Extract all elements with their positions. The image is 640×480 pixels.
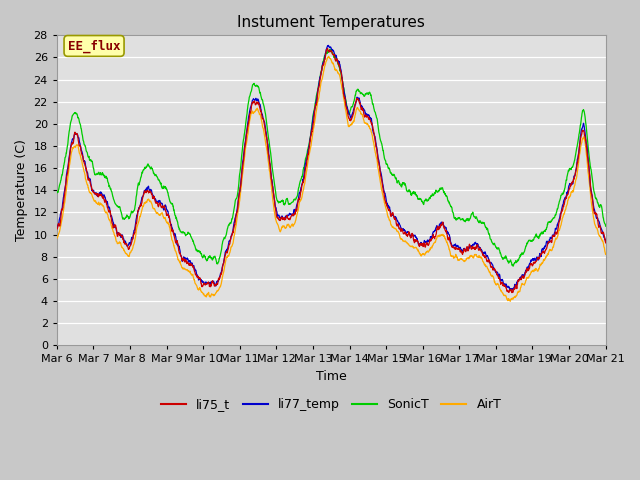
Line: AirT: AirT bbox=[57, 56, 605, 301]
AirT bbox=[586, 185, 594, 191]
li75_t bbox=[305, 145, 313, 151]
SonicT bbox=[586, 160, 594, 166]
AirT bbox=[320, 68, 328, 74]
li75_t bbox=[485, 258, 493, 264]
X-axis label: Time: Time bbox=[316, 370, 347, 383]
SonicT bbox=[602, 223, 609, 229]
SonicT bbox=[320, 57, 328, 63]
li77_temp bbox=[586, 178, 594, 183]
SonicT bbox=[485, 231, 493, 237]
li75_t bbox=[324, 46, 332, 51]
AirT bbox=[324, 53, 332, 59]
SonicT bbox=[586, 163, 594, 169]
Legend: li75_t, li77_temp, SonicT, AirT: li75_t, li77_temp, SonicT, AirT bbox=[156, 394, 506, 417]
SonicT bbox=[81, 142, 89, 148]
Line: SonicT: SonicT bbox=[57, 49, 605, 266]
li75_t bbox=[586, 180, 594, 186]
li77_temp bbox=[305, 144, 313, 149]
li75_t bbox=[53, 227, 61, 232]
li77_temp bbox=[485, 258, 493, 264]
AirT bbox=[81, 171, 89, 177]
Y-axis label: Temperature (C): Temperature (C) bbox=[15, 139, 28, 241]
AirT bbox=[485, 269, 493, 275]
li75_t bbox=[586, 175, 594, 181]
SonicT bbox=[53, 190, 61, 195]
AirT bbox=[53, 236, 61, 241]
AirT bbox=[506, 299, 514, 304]
li77_temp bbox=[53, 225, 61, 231]
li75_t bbox=[320, 62, 328, 68]
SonicT bbox=[509, 264, 517, 269]
AirT bbox=[305, 151, 313, 157]
li77_temp bbox=[324, 43, 332, 48]
AirT bbox=[602, 252, 609, 257]
li77_temp bbox=[320, 59, 328, 65]
li77_temp bbox=[81, 158, 89, 164]
SonicT bbox=[327, 46, 335, 52]
li75_t bbox=[81, 162, 89, 168]
li75_t bbox=[602, 240, 609, 246]
AirT bbox=[586, 188, 594, 194]
Text: EE_flux: EE_flux bbox=[68, 39, 120, 53]
li77_temp bbox=[586, 181, 594, 187]
Line: li75_t: li75_t bbox=[57, 48, 605, 293]
SonicT bbox=[305, 141, 313, 147]
li77_temp bbox=[506, 287, 514, 293]
li75_t bbox=[508, 290, 516, 296]
Title: Instument Temperatures: Instument Temperatures bbox=[237, 15, 425, 30]
li77_temp bbox=[602, 239, 609, 245]
Line: li77_temp: li77_temp bbox=[57, 46, 605, 290]
